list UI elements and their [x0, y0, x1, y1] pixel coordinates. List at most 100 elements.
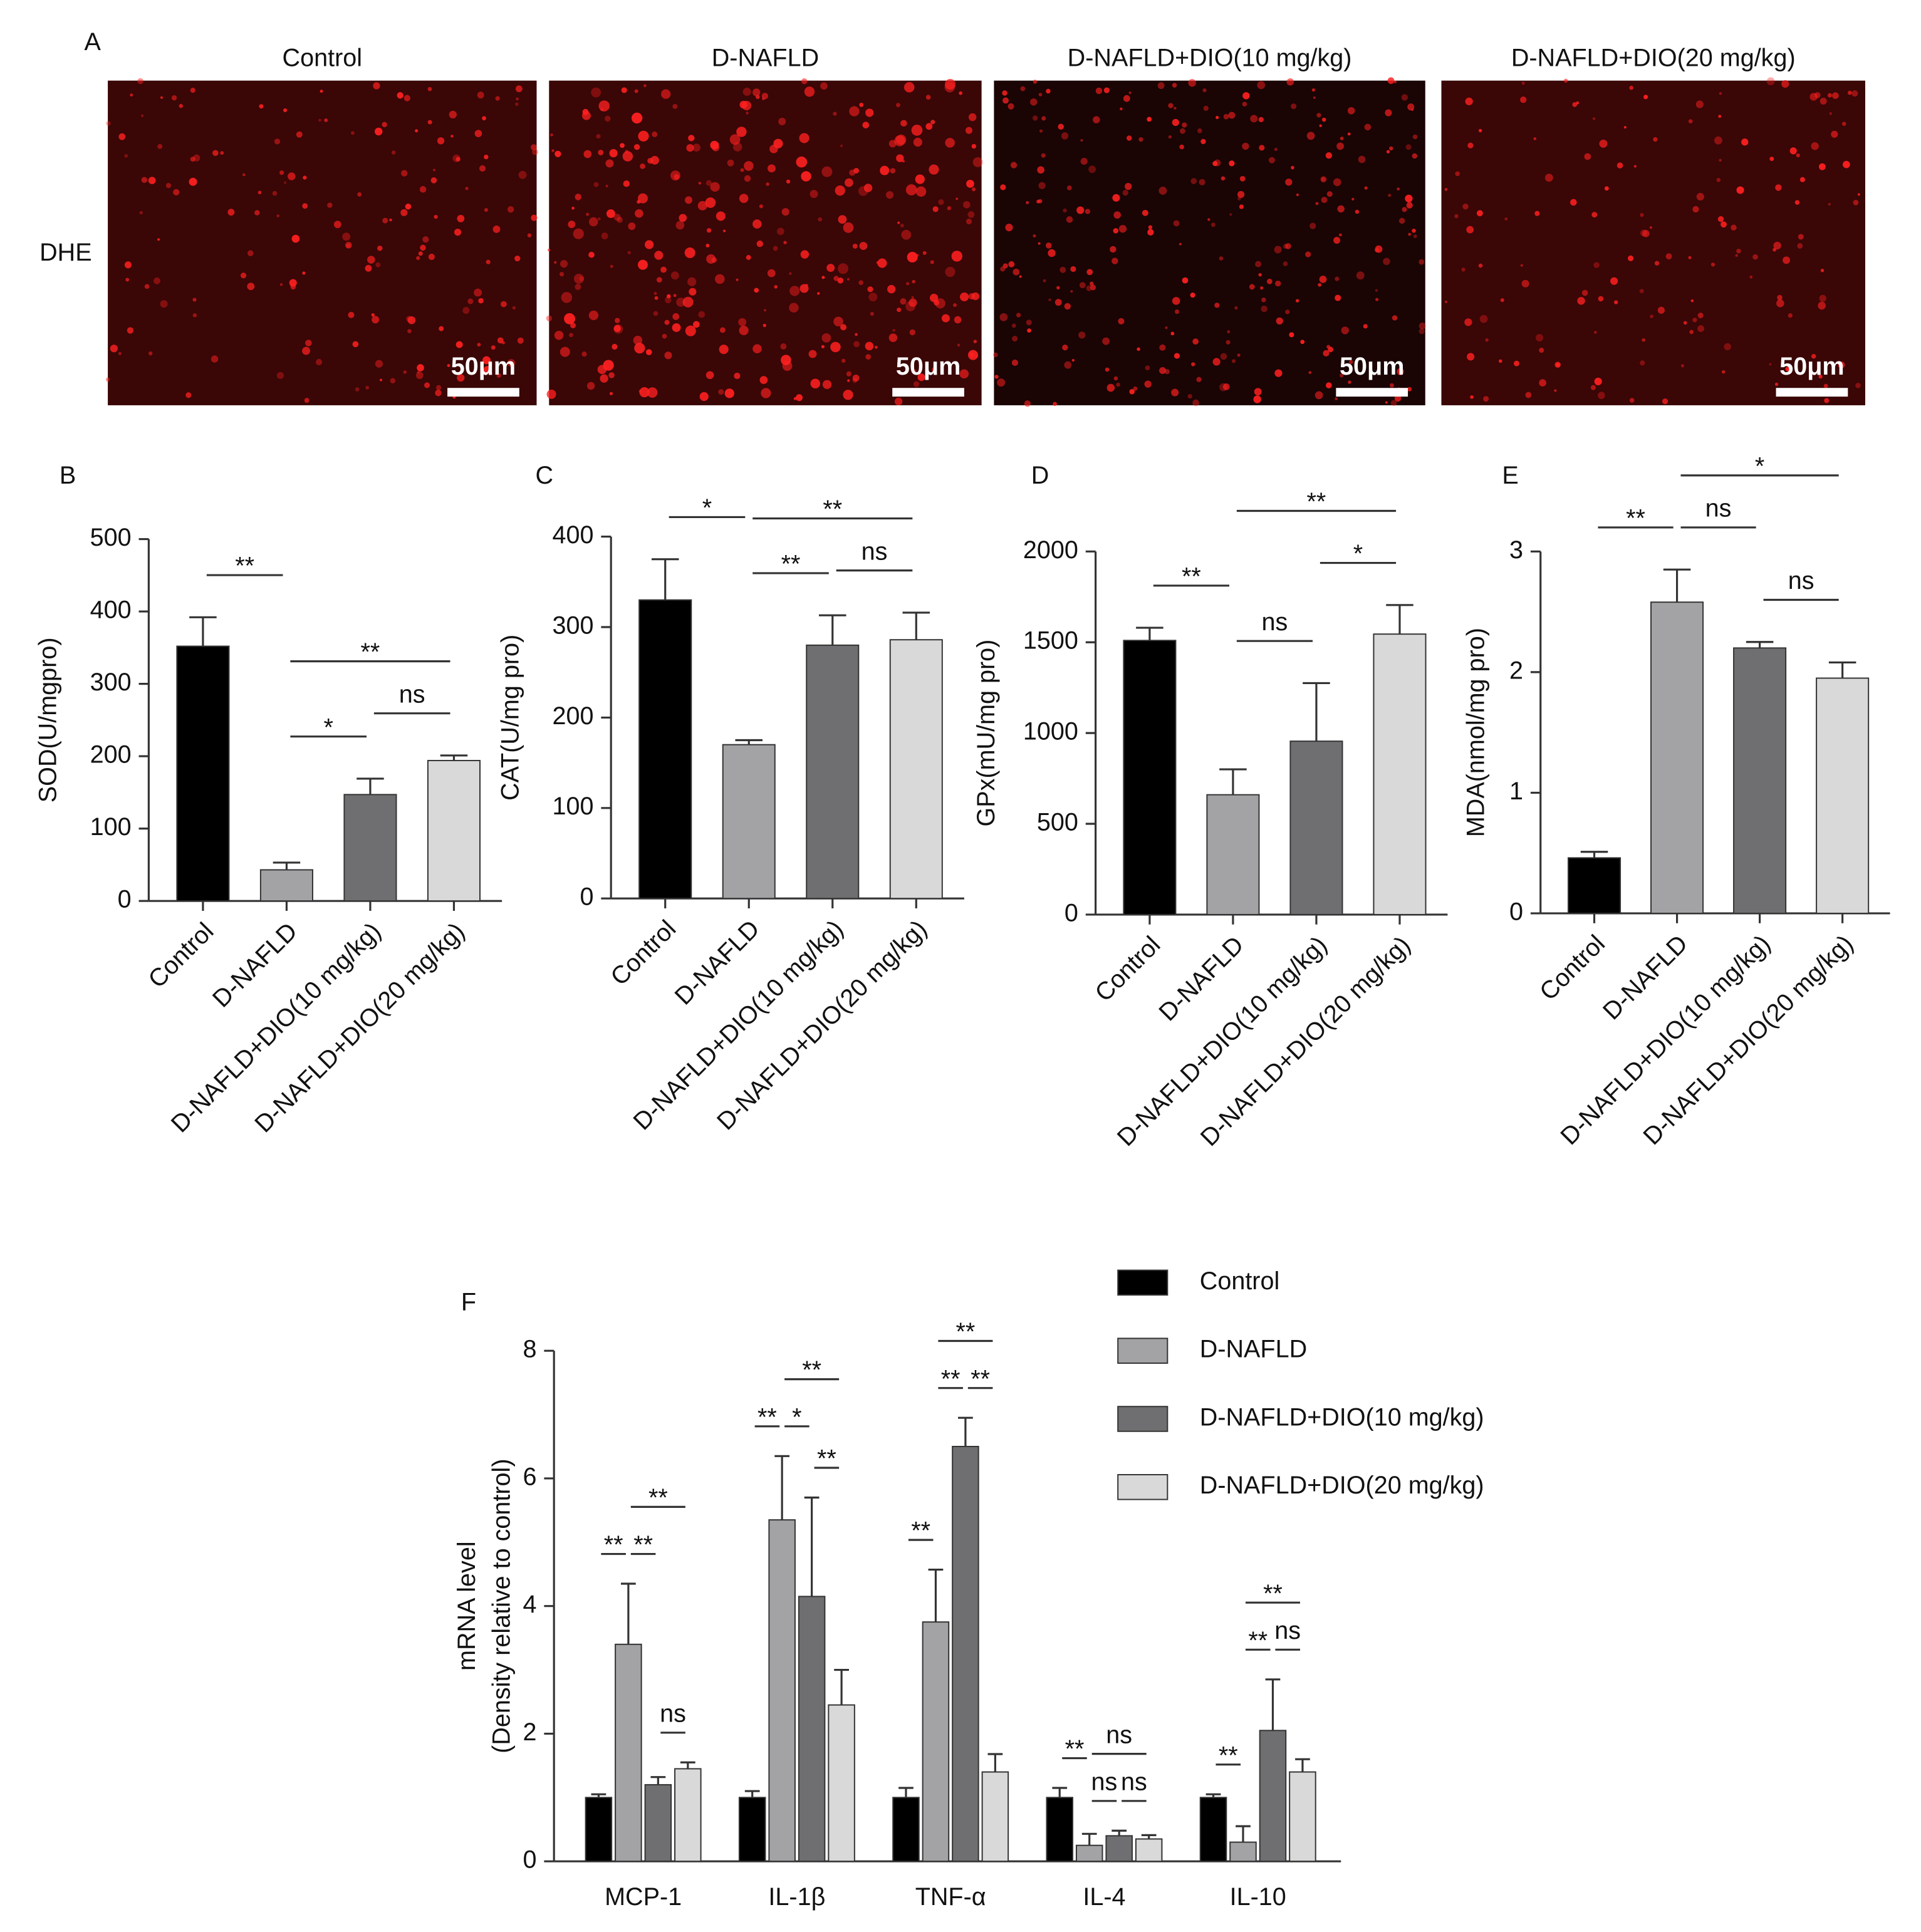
cell-signal — [573, 273, 584, 284]
scale-bar — [447, 388, 519, 397]
cell-signal — [1079, 282, 1086, 289]
y-tick-label: 2 — [1509, 657, 1523, 684]
cell-signal — [1521, 81, 1525, 85]
cell-signal — [1002, 90, 1007, 96]
cell-signal — [1775, 184, 1782, 191]
cell-signal — [1200, 138, 1206, 145]
bar — [798, 1596, 826, 1862]
cell-signal — [1643, 95, 1648, 100]
cell-signal — [1781, 80, 1789, 88]
scale-bar — [892, 388, 964, 397]
cell-signal — [841, 358, 846, 363]
bar — [176, 645, 230, 902]
y-axis-label: (Density relative to control) — [488, 1458, 516, 1753]
cell-signal — [895, 103, 900, 108]
cell-signal — [551, 149, 554, 152]
cell-signal — [1419, 259, 1425, 265]
cell-signal — [1413, 234, 1417, 239]
cell-signal — [1576, 101, 1580, 105]
cell-signal — [1412, 229, 1416, 233]
significance-label: ** — [781, 551, 801, 578]
cell-signal — [833, 112, 837, 116]
cell-signal — [789, 286, 800, 296]
cell-signal — [892, 329, 895, 332]
cell-signal — [1696, 192, 1704, 201]
cell-signal — [1633, 165, 1637, 168]
cell-signal — [1394, 395, 1402, 402]
image-title: Control — [283, 44, 363, 71]
cell-signal — [1347, 106, 1355, 115]
cell-signal — [415, 129, 419, 133]
y-tick-label: 6 — [523, 1463, 537, 1490]
image-title: D-NAFLD — [712, 44, 819, 71]
cell-signal — [570, 323, 576, 329]
bar — [1289, 740, 1343, 915]
cell-signal — [1326, 345, 1331, 349]
cell-signal — [1296, 193, 1299, 197]
cell-signal — [796, 394, 803, 402]
cell-signal — [242, 173, 246, 177]
cell-signal — [1066, 185, 1072, 190]
cell-signal — [1002, 97, 1009, 104]
cell-signal — [705, 180, 712, 186]
cell-signal — [258, 190, 262, 195]
cell-signal — [687, 277, 697, 286]
cell-signal — [1179, 144, 1184, 150]
cell-signal — [1406, 202, 1413, 209]
cell-signal — [1026, 200, 1029, 204]
cell-signal — [852, 243, 858, 249]
cell-signal — [474, 288, 482, 297]
significance-label: ns — [1705, 495, 1732, 522]
cell-signal — [833, 316, 843, 327]
cell-signal — [1478, 263, 1483, 268]
x-tick-label: IL-1β — [768, 1883, 825, 1911]
bar — [889, 639, 943, 900]
cell-signal — [439, 326, 444, 331]
cell-signal — [157, 143, 163, 149]
cell-signal — [1689, 330, 1694, 335]
cell-signal — [1137, 347, 1140, 351]
cell-signal — [1718, 115, 1722, 118]
cell-signal — [401, 170, 408, 177]
cell-signal — [1080, 138, 1083, 142]
cell-signal — [800, 250, 810, 259]
cell-signal — [855, 333, 858, 336]
cell-signal — [1386, 150, 1390, 153]
cell-signal — [1192, 338, 1199, 345]
cell-signal — [944, 78, 956, 90]
cell-signal — [1785, 366, 1790, 371]
cell-signal — [507, 359, 516, 367]
cell-signal — [417, 364, 424, 371]
cell-signal — [752, 88, 761, 96]
cell-signal — [870, 311, 875, 316]
cell-signal — [1172, 118, 1180, 127]
cell-signal — [932, 206, 939, 212]
cell-signal — [697, 200, 707, 210]
cell-signal — [160, 300, 168, 308]
cell-signal — [1407, 103, 1415, 111]
cell-signal — [1187, 393, 1192, 399]
cell-signal — [288, 172, 296, 180]
cell-signal — [302, 271, 306, 275]
cell-signal — [1128, 91, 1132, 95]
cell-signal — [1419, 328, 1425, 335]
cell-signal — [1467, 353, 1475, 361]
cell-signal — [1405, 144, 1412, 150]
cell-signal — [647, 158, 653, 164]
y-tick-label: 300 — [90, 668, 132, 696]
cell-signal — [1397, 187, 1400, 191]
cell-signal — [859, 242, 868, 250]
bar — [674, 1768, 702, 1862]
cell-signal — [1769, 157, 1774, 162]
cell-signal — [1818, 301, 1826, 310]
cell-signal — [596, 133, 601, 139]
cell-signal — [512, 306, 516, 310]
cell-signal — [1228, 112, 1236, 119]
cell-signal — [1325, 152, 1333, 159]
cell-signal — [144, 284, 150, 289]
cell-signal — [415, 371, 424, 380]
cell-signal — [672, 313, 680, 320]
cell-signal — [279, 170, 284, 175]
cell-signal — [645, 240, 654, 249]
cell-signal — [1266, 278, 1273, 284]
